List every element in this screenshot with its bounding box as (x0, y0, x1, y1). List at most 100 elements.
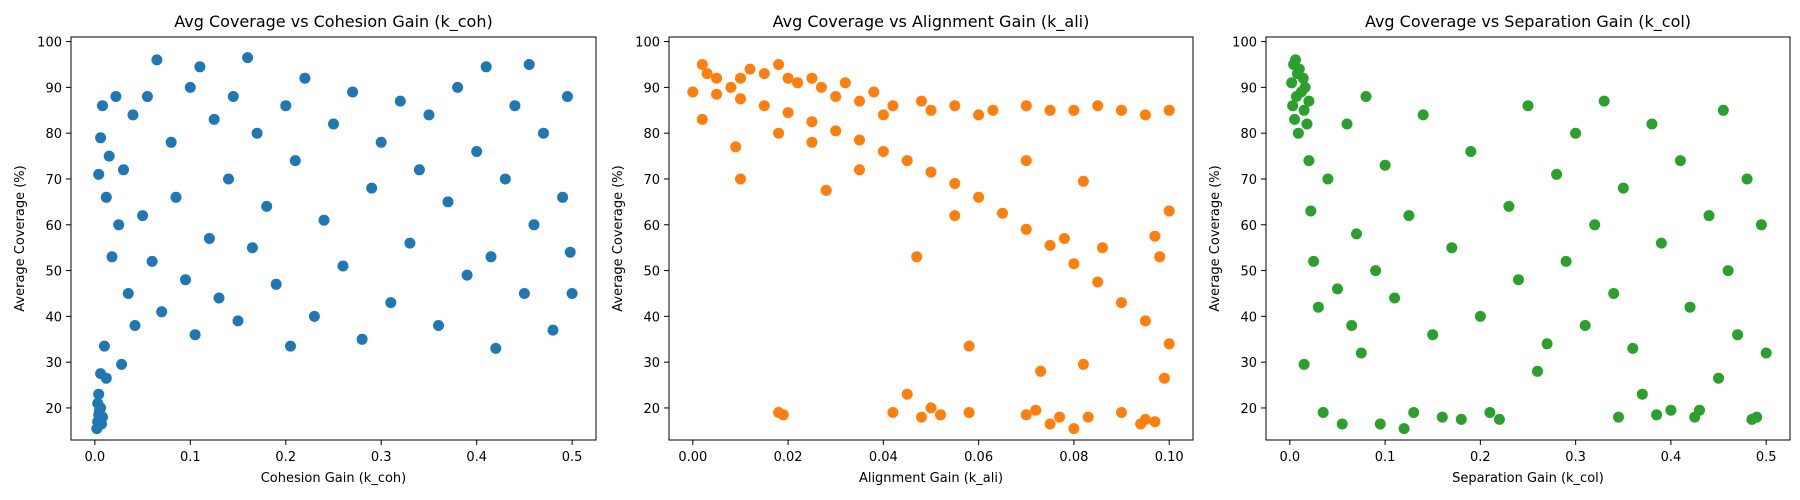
scatter-point (1717, 104, 1729, 116)
scatter-point (1298, 104, 1310, 116)
scatter-point (877, 109, 889, 121)
y-tick-label: 90 (1240, 81, 1257, 96)
scatter-point (223, 173, 234, 185)
scatter-point (118, 164, 129, 176)
scatter-point (93, 168, 105, 180)
scatter-point (1154, 251, 1166, 263)
scatter-point (1030, 404, 1042, 416)
scatter-point (170, 191, 182, 203)
y-tick-label: 100 (37, 36, 62, 51)
scatter-series (687, 59, 1175, 435)
scatter-point (499, 173, 511, 185)
scatter-point (110, 91, 122, 102)
chart-panel-3: 0.0 0.1 0.2 0.3 0.4 0.5 20 30 40 50 60 70 80 90 100 Avg… (1208, 12, 1791, 486)
scatter-point (925, 166, 937, 178)
scatter-point (1299, 81, 1311, 93)
scatter-point (106, 251, 118, 263)
y-tick-label: 30 (45, 356, 62, 371)
plot-frame (1265, 36, 1791, 441)
scatter-point (485, 251, 497, 263)
x-tick-label: 0.10 (1155, 450, 1184, 465)
scatter-point (528, 219, 540, 231)
y-tick-label: 80 (45, 127, 62, 142)
scatter-point (815, 81, 827, 93)
x-tick-label: 0.3 (1565, 450, 1586, 465)
x-tick-label: 0.0 (85, 450, 106, 465)
scatter-point (547, 324, 559, 336)
scatter-point (1655, 237, 1667, 249)
scatter-point (782, 107, 794, 119)
scatter-point (1020, 100, 1032, 112)
scatter-point (1570, 127, 1582, 139)
scatter-series (1286, 54, 1772, 435)
scatter-point (1684, 301, 1696, 313)
scatter-point (122, 288, 134, 299)
scatter-point (1751, 411, 1763, 423)
scatter-point (806, 72, 818, 84)
scatter-point (566, 288, 578, 299)
scatter-point (1139, 413, 1151, 425)
plot-frame (668, 36, 1194, 441)
scatter-point (203, 233, 215, 244)
scatter-point (1092, 276, 1104, 288)
scatter-point (385, 297, 397, 309)
scatter-point (423, 109, 435, 121)
scatter-point (1455, 413, 1467, 425)
scatter-point (1158, 372, 1170, 384)
y-tick-label: 100 (635, 36, 660, 51)
scatter-point (1484, 407, 1496, 418)
scatter-point (1303, 155, 1315, 167)
x-tick-label: 0.08 (1059, 450, 1088, 465)
chart-title: Avg Coverage vs Separation Gain (k_col) (1365, 12, 1691, 32)
scatter-point (1370, 265, 1382, 277)
scatter-point (356, 333, 368, 345)
scatter-point (830, 91, 842, 102)
scatter-point (1646, 118, 1658, 130)
scatter-point (1322, 173, 1334, 185)
scatter-point (127, 109, 139, 121)
y-tick-label: 60 (45, 219, 62, 234)
x-tick-label: 0.0 (1279, 450, 1300, 465)
scatter-point (854, 164, 865, 176)
scatter-point (1301, 118, 1313, 130)
y-tick-label: 70 (1240, 173, 1257, 188)
scatter-point (97, 411, 108, 423)
scatter-point (1092, 100, 1104, 112)
scatter-point (93, 388, 105, 400)
scatter-point (1617, 182, 1629, 194)
scatter-point (1703, 210, 1715, 222)
scatter-point (1374, 418, 1386, 430)
scatter-point (1522, 100, 1534, 112)
scatter-point (1722, 265, 1734, 277)
scatter-point (1312, 301, 1324, 313)
scatter-point (1417, 109, 1429, 121)
scatter-point (1398, 423, 1410, 435)
scatter-point (1579, 320, 1591, 331)
scatter-point (1713, 372, 1724, 384)
scatter-point (394, 95, 406, 107)
x-axis-label: Alignment Gain (k_ali) (859, 471, 1003, 486)
scatter-point (116, 358, 128, 370)
y-tick-label: 70 (45, 173, 62, 188)
scatter-point (413, 164, 425, 176)
scatter-point (1493, 413, 1505, 425)
y-tick-label: 80 (643, 127, 660, 142)
x-tick-label: 0.4 (1661, 450, 1682, 465)
scatter-point (1020, 155, 1032, 167)
scatter-point (557, 191, 569, 203)
scatter-point (194, 61, 206, 73)
x-tick-label: 0.3 (371, 450, 392, 465)
scatter-point (1403, 210, 1415, 222)
x-tick-label: 0.4 (466, 450, 487, 465)
chart-panel-2: 0.00 0.02 0.04 0.06 0.08 0.10 20 30 40 50 60 70 80 90… (611, 12, 1194, 486)
scatter-point (701, 68, 713, 80)
scatter-point (1020, 409, 1032, 421)
x-tick-label: 0.02 (774, 450, 803, 465)
x-tick-label: 0.1 (1375, 450, 1396, 465)
scatter-point (442, 196, 454, 208)
scatter-point (129, 320, 141, 331)
y-tick-label: 60 (1240, 219, 1257, 234)
x-tick-label: 0.06 (964, 450, 993, 465)
y-axis-label: Average Coverage (%) (13, 165, 28, 311)
